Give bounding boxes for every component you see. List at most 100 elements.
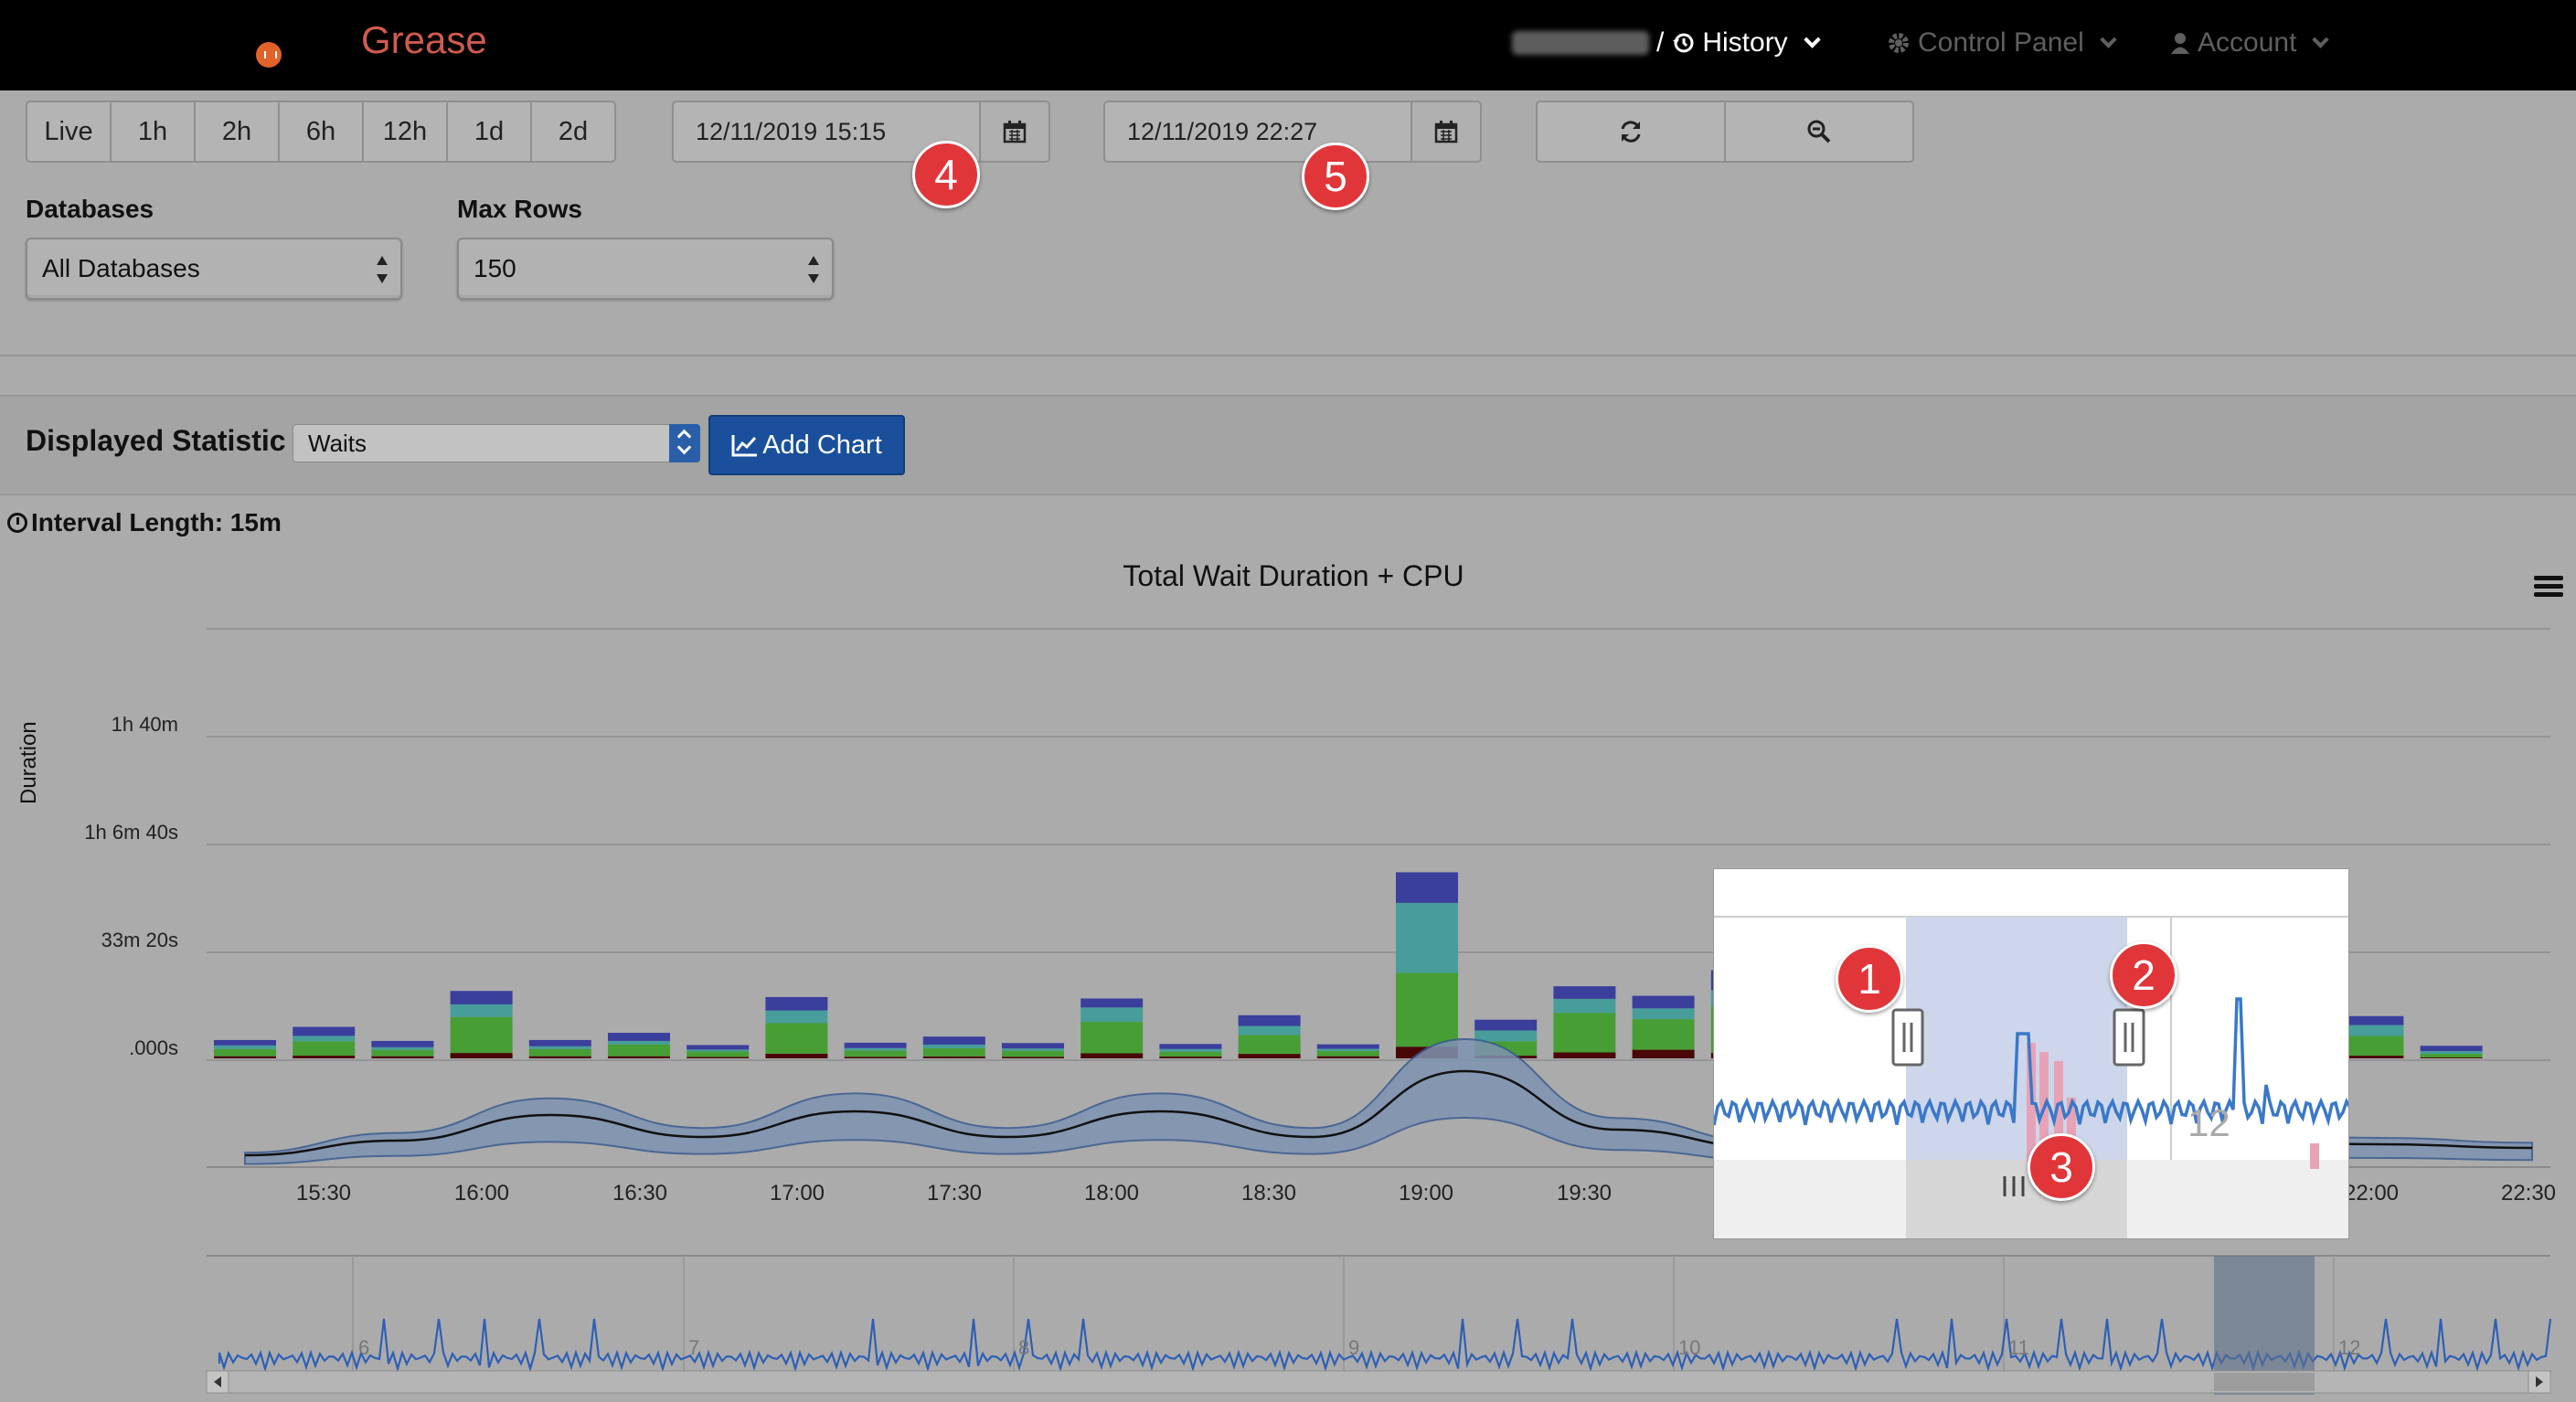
brand-logo-icon[interactable] [256, 42, 282, 68]
x-tick-label: 19:30 [1556, 1181, 1613, 1206]
bar-segment [1316, 1056, 1379, 1058]
range-1h-button[interactable]: 1h [110, 101, 196, 163]
bar-segment [1396, 902, 1458, 973]
bar-segment [687, 1049, 750, 1052]
bar-segment [1238, 1014, 1301, 1026]
statistic-select[interactable]: Waits [293, 424, 700, 462]
databases-label: Databases [26, 195, 154, 223]
bar-segment [450, 1016, 513, 1054]
interval-length: Interval Length: 15m [7, 508, 282, 537]
action-buttons [1536, 101, 1914, 163]
end-date-input[interactable]: 12/11/2019 22:27 [1103, 101, 1412, 163]
annotation-badge-1: 1 [1836, 945, 1903, 1013]
y-tick-label: 33m 20s [101, 929, 178, 951]
x-tick-label: 18:00 [1083, 1181, 1140, 1206]
overlay-series-line [1714, 997, 2348, 1128]
bar-segment [1553, 998, 1616, 1014]
navigator-tick-label: 11 [2008, 1336, 2029, 1359]
refresh-icon [1621, 121, 1641, 143]
slash-separator: / [1656, 27, 1665, 58]
bar-segment [450, 1004, 513, 1017]
bar-segment [1080, 1022, 1144, 1054]
x-tick-label: 17:30 [926, 1181, 983, 1206]
bar-segment [1080, 1007, 1144, 1023]
x-tick-label: 22:00 [2343, 1181, 2400, 1206]
clock-icon [7, 513, 27, 533]
bar-segment [1238, 1054, 1301, 1058]
interval-length-text: Interval Length: 15m [31, 508, 282, 536]
select-arrows-icon [377, 256, 388, 283]
bar-segment [371, 1040, 434, 1047]
select-arrows-icon [669, 424, 700, 462]
y-tick-label: .000s [129, 1036, 178, 1059]
range-2h-button[interactable]: 2h [194, 101, 280, 163]
navigator-scrollbar [206, 1370, 2551, 1394]
bar-segment [844, 1042, 907, 1048]
end-calendar-button[interactable] [1412, 101, 1482, 163]
bar-segment [1159, 1057, 1222, 1058]
displayed-statistic-label: Displayed Statistic [26, 424, 286, 457]
annotation-badge-5: 5 [1302, 143, 1369, 210]
bar-segment [1159, 1048, 1222, 1052]
bar-segment [1632, 1049, 1695, 1058]
bar-segment [1553, 986, 1616, 999]
refresh-button[interactable] [1536, 101, 1726, 163]
bar-segment [844, 1050, 907, 1057]
bar-segment [528, 1048, 591, 1057]
account-menu[interactable]: Account [2170, 27, 2330, 58]
control-panel-label: Control Panel [1918, 27, 2084, 58]
start-calendar-button[interactable] [981, 101, 1050, 163]
bar-segment [844, 1047, 907, 1051]
zoom-button[interactable] [1724, 101, 1914, 163]
overlay-red-bar [2054, 1061, 2063, 1162]
bar-segment [922, 1045, 985, 1048]
range-12h-button[interactable]: 12h [362, 101, 448, 163]
y-tick-label: 1h 40m [111, 713, 178, 736]
resize-handle [1891, 1008, 1924, 1067]
bar-segment [1632, 1008, 1695, 1020]
bar-segment [2341, 1025, 2404, 1036]
chart-menu-icon[interactable] [2534, 576, 2563, 600]
bar-segment [765, 996, 828, 1011]
bar-segment [1553, 1052, 1616, 1058]
x-tick-label: 22:30 [2500, 1181, 2557, 1206]
top-navbar: Grease / History Control Panel Account [0, 0, 2576, 90]
range-1d-button[interactable]: 1d [446, 101, 532, 163]
user-icon [2170, 31, 2190, 55]
bar-segment [608, 1044, 670, 1057]
range-live-button[interactable]: Live [26, 101, 112, 163]
history-icon [1671, 31, 1695, 55]
overlay-red-bar [2067, 1098, 2076, 1162]
bar-segment [2341, 1015, 2404, 1025]
bar-segment [608, 1056, 670, 1058]
x-tick-label: 16:30 [612, 1181, 668, 1206]
statistic-bar: Displayed Statistic Waits Add Chart [0, 395, 2576, 495]
bar-segment [1002, 1050, 1064, 1057]
brand-name[interactable]: Grease [361, 18, 487, 61]
bar-segment [844, 1057, 907, 1058]
range-2d-button[interactable]: 2d [530, 101, 616, 163]
navigator-tick-label: 10 [1678, 1336, 1700, 1359]
bar-segment [450, 1053, 513, 1058]
history-label: History [1702, 27, 1788, 58]
bar-segment [293, 1036, 356, 1042]
bar-segment [528, 1039, 591, 1046]
bar-segment [293, 1056, 356, 1058]
control-panel-menu[interactable]: Control Panel [1887, 27, 2118, 58]
history-menu[interactable]: / History [1512, 27, 1822, 58]
bar-segment [371, 1056, 434, 1058]
navigator-tick-label: 12 [2338, 1336, 2360, 1359]
bar-segment [2341, 1056, 2404, 1058]
bar-segment [1396, 872, 1458, 903]
max-rows-select[interactable]: 150 [457, 238, 834, 300]
bar-segment [2420, 1054, 2483, 1058]
bar-segment [765, 1010, 828, 1024]
time-range-group: Live 1h 2h 6h 12h 1d 2d [26, 101, 616, 163]
x-tick-label: 16:00 [453, 1181, 510, 1206]
add-chart-button[interactable]: Add Chart [708, 415, 905, 475]
databases-select[interactable]: All Databases [26, 238, 402, 300]
overlay-axis-label: 12 [2187, 1101, 2230, 1144]
bar-segment [214, 1045, 276, 1049]
navigator-chart[interactable]: 6 7 8 9 10 11 12 [0, 1252, 2576, 1402]
chart-title: Total Wait Duration + CPU [1123, 559, 1464, 592]
